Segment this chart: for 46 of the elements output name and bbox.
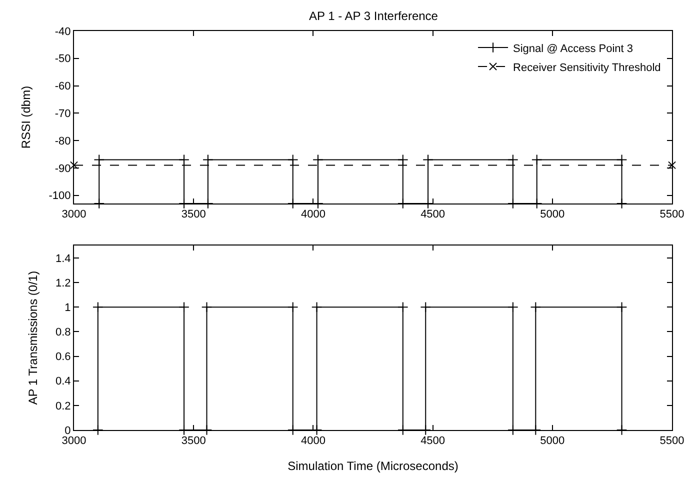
y-tick-label: -40: [54, 26, 71, 38]
x-tick-label: 3000: [62, 208, 86, 221]
y-tick-label: -80: [54, 135, 71, 148]
y-tick-label: -90: [54, 162, 71, 175]
point: [422, 154, 434, 166]
y-tick-label: 0.6: [56, 351, 71, 364]
y-tick-label: 0: [64, 424, 71, 437]
y-tick-label: 1.2: [56, 277, 71, 290]
point: [531, 154, 542, 166]
point: [616, 198, 628, 209]
point: [94, 198, 105, 209]
y-axis-title: AP 1 Transmissions (0/1): [26, 270, 40, 405]
point: [312, 154, 324, 166]
point: [287, 154, 298, 166]
x-tick-label: 4000: [300, 208, 326, 221]
point: [70, 161, 78, 170]
x-tick-label: 3500: [181, 208, 206, 221]
point: [508, 154, 518, 166]
y-tick-label: 0.4: [56, 376, 71, 388]
x-tick-label: 3000: [62, 435, 86, 448]
y-tick-label: -60: [54, 80, 71, 93]
x-tick-label: 5000: [540, 208, 565, 221]
x-tick-label: 4500: [420, 208, 446, 221]
x-tick-label: 4500: [420, 435, 446, 448]
x-tick-label: 3500: [181, 435, 206, 448]
legend-label: Receiver Sensitivity Threshold: [513, 62, 661, 74]
point: [398, 154, 408, 166]
x-tick-label: 5000: [540, 435, 565, 448]
legend-label: Signal @ Access Point 3: [513, 42, 634, 55]
point: [94, 154, 105, 166]
y-axis-title: RSSI (dbm): [19, 86, 34, 149]
chart-title: AP 1 - AP 3 Interference: [309, 9, 438, 23]
x-tick-label: 4000: [300, 435, 326, 448]
y-tick-label: 1: [64, 302, 71, 314]
y-tick-label: 0.2: [56, 400, 71, 412]
point: [202, 154, 214, 166]
x-axis-title: Simulation Time (Microseconds): [288, 459, 458, 474]
x-tick-label: 5500: [660, 208, 684, 221]
y-tick-label: -100: [48, 190, 71, 202]
y-tick-label: 0.8: [56, 326, 71, 339]
point: [616, 154, 628, 166]
y-tick-label: -70: [54, 108, 71, 120]
y-tick-label: 1.4: [56, 252, 71, 265]
x-tick-label: 5500: [660, 435, 684, 448]
point: [178, 154, 190, 166]
y-tick-label: -50: [54, 53, 71, 66]
